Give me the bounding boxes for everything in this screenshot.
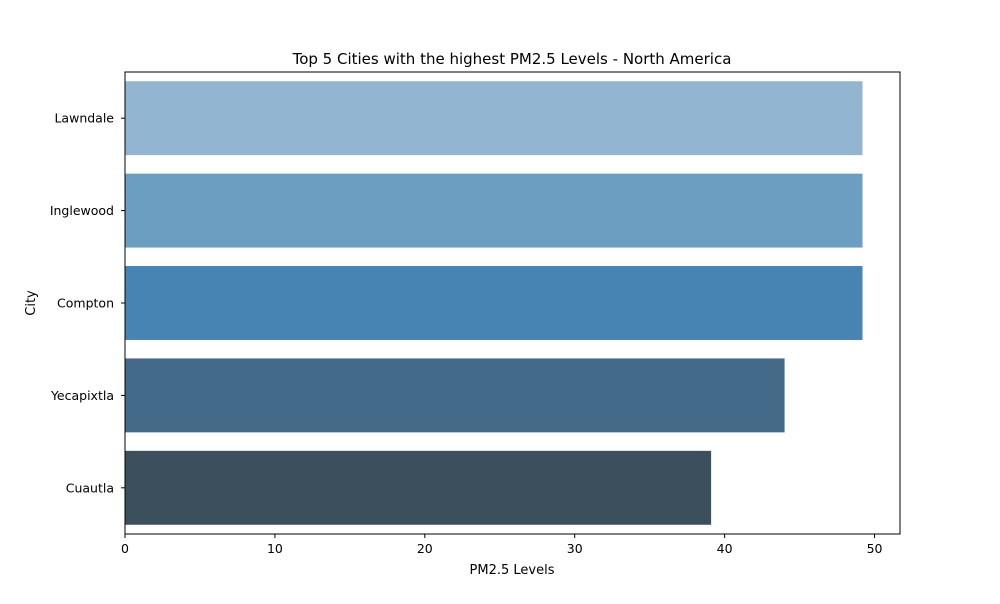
bar-yecapixtla [125, 358, 785, 433]
y-tick-label: Lawndale [54, 111, 114, 126]
bar-lawndale [125, 81, 863, 156]
x-tick-label: 10 [267, 541, 283, 556]
plot-frame [124, 71, 901, 535]
x-tick-label: 30 [567, 541, 583, 556]
x-axis-ticks: 0 10 20 30 40 50 [121, 534, 883, 556]
y-tick-label: Yecapixtla [50, 388, 114, 403]
bars-group [125, 81, 863, 525]
y-tick-label: Cuautla [66, 480, 114, 495]
y-axis-ticks: Lawndale Inglewood Compton Yecapixtla Cuautl… [50, 111, 125, 495]
x-tick-label: 0 [121, 541, 129, 556]
y-tick-label: Inglewood [50, 203, 114, 218]
chart-title: Top 5 Cities with the highest PM2.5 Leve… [292, 50, 732, 68]
x-tick-label: 40 [717, 541, 733, 556]
bar-cuautla [125, 450, 712, 525]
x-tick-label: 20 [417, 541, 433, 556]
bar-compton [125, 266, 863, 340]
bar-inglewood [125, 173, 863, 248]
y-tick-label: Compton [57, 296, 114, 311]
x-axis-label: PM2.5 Levels [470, 563, 555, 578]
x-tick-label: 50 [867, 541, 883, 556]
y-axis-label: City [24, 290, 39, 316]
